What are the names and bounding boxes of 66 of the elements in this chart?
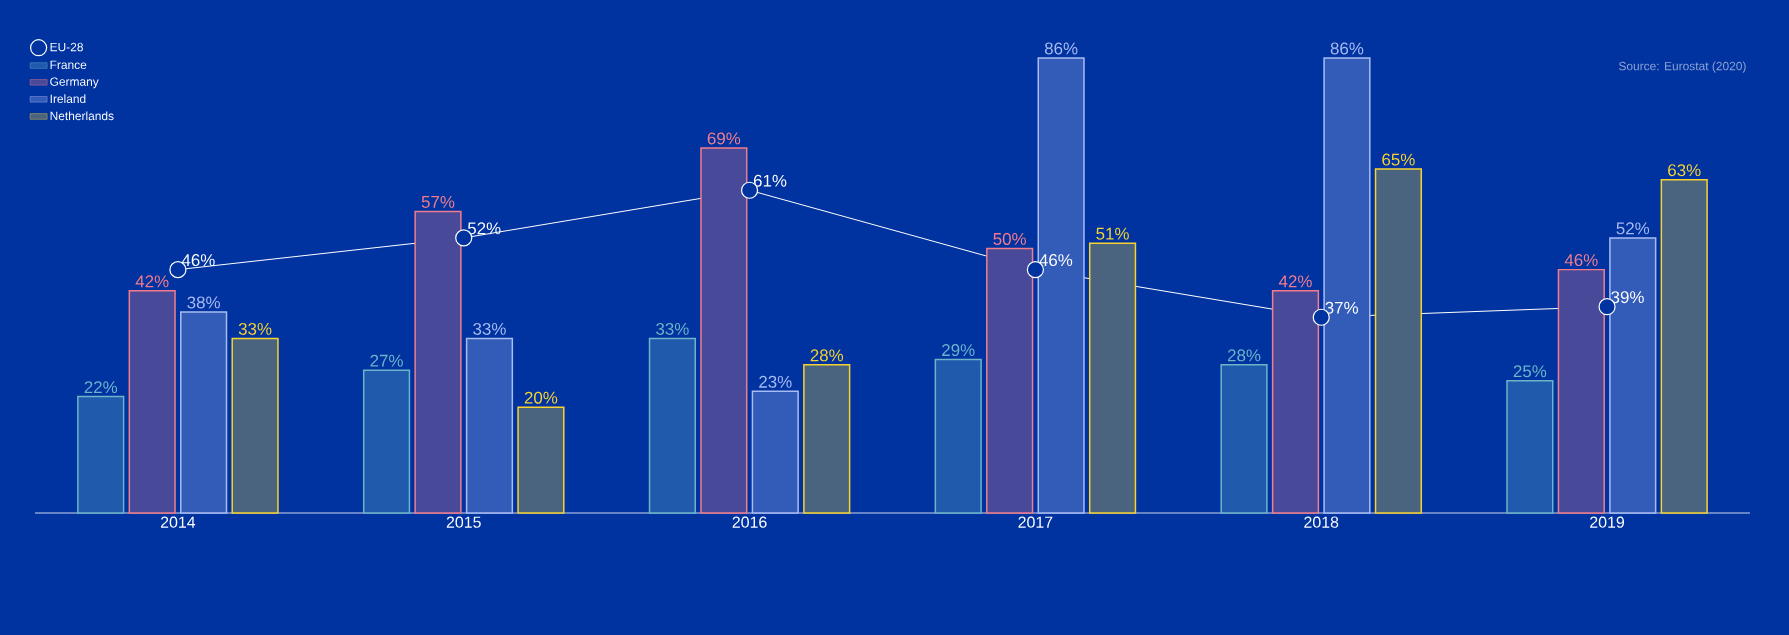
data-label: 65% [1382,153,1415,166]
data-label: 50% [993,232,1027,245]
data-label: 37% [1325,301,1359,314]
data-label: 52% [1616,222,1650,235]
data-label: 86% [1044,42,1078,55]
data-label: 51% [1096,227,1129,240]
bar [180,311,228,514]
legend-label: EU-28 [50,42,83,52]
bar [231,337,279,514]
legend-label: Germany [50,77,99,89]
data-label: 42% [135,275,169,288]
bar [1506,379,1554,514]
bar [934,358,982,514]
bar [1609,237,1657,514]
x-tick-label: 2014 [160,516,196,528]
bar [128,290,176,514]
data-label: 22% [84,381,118,394]
data-label: 20% [524,391,558,404]
legend-label: Ireland [50,94,86,104]
bar [1088,242,1137,514]
data-label: 86% [1330,42,1364,55]
bar [700,147,748,514]
bar [1660,178,1708,514]
data-label: 33% [238,322,272,335]
x-tick-label: 2016 [732,516,767,528]
data-label: 46% [1039,254,1073,267]
data-label: 46% [1564,254,1598,267]
legend-label: Netherlands [50,111,114,121]
data-label: 57% [421,195,455,208]
bar [77,395,125,514]
bar [465,337,514,514]
legend-label: France [50,60,87,70]
data-label: 27% [370,354,403,367]
x-tick-label: 2015 [446,516,481,528]
data-label: 29% [942,344,975,357]
data-label: 33% [656,322,689,335]
data-label: 39% [1611,291,1644,304]
data-label: 52% [467,222,501,235]
bar [1374,168,1423,514]
bar [1323,57,1371,514]
bar [648,337,697,514]
data-label: 61% [753,174,787,187]
annotation: Source: Eurostat (2020) [1618,61,1746,73]
bar [362,369,411,514]
bar [1557,268,1605,514]
x-tick-label: 2017 [1018,516,1053,528]
x-tick-label: 2018 [1304,516,1339,528]
bar [1271,290,1320,514]
data-label: 38% [187,296,220,309]
bar [1037,57,1085,514]
data-label: 25% [1513,365,1547,378]
data-label: 33% [473,322,506,335]
x-tick-label: 2019 [1590,516,1625,528]
bar [414,210,462,514]
data-label: 42% [1278,275,1312,288]
bar [751,390,799,514]
bar [1220,364,1268,514]
bar [517,406,565,514]
data-label: 28% [810,349,844,362]
data-label: 28% [1227,349,1261,362]
bar [986,247,1034,514]
data-label: 23% [759,375,792,388]
bar [803,364,851,514]
data-label: 63% [1668,164,1701,177]
data-label: 69% [707,132,741,145]
data-label: 46% [181,254,215,267]
